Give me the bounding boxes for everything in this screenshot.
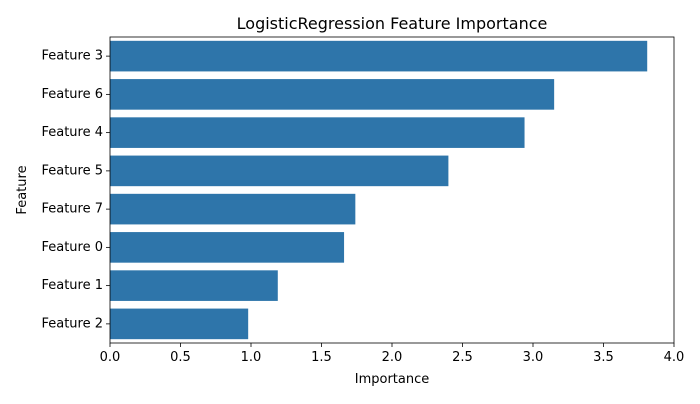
x-tick-label: 3.5	[593, 350, 614, 365]
y-tick-label: Feature 0	[41, 240, 103, 255]
bars-group	[110, 40, 648, 340]
bar	[110, 193, 356, 225]
x-axis-label: Importance	[355, 372, 430, 387]
x-tick-label: 0.0	[100, 350, 121, 365]
plot-frame	[109, 36, 675, 344]
x-tick-group: 0.0 0.5 1.0 1.5 2.0 2.5 3.0 3.5 4.0	[100, 343, 685, 365]
y-axis-label: Feature	[15, 165, 30, 214]
y-tick-label: Feature 7	[41, 202, 103, 217]
x-tick-label: 0.5	[170, 350, 191, 365]
chart-title: LogisticRegression Feature Importance	[237, 14, 548, 33]
bar	[110, 40, 648, 72]
bar	[110, 155, 449, 187]
x-tick-label: 3.0	[523, 350, 544, 365]
y-tick-label: Feature 2	[41, 316, 103, 331]
y-tick-label: Feature 3	[41, 49, 103, 64]
x-tick-label: 2.5	[452, 350, 473, 365]
bar	[110, 117, 525, 148]
y-tick-label: Feature 4	[41, 125, 103, 140]
x-tick-label: 1.5	[311, 350, 332, 365]
y-tick-group: Feature 3 Feature 6 Feature 4 Feature 5 Feat…	[41, 49, 110, 331]
bar	[110, 308, 249, 340]
x-tick-label: 1.0	[241, 350, 262, 365]
x-tick-label: 2.0	[382, 350, 403, 365]
y-tick-label: Feature 6	[41, 87, 103, 102]
bar	[110, 270, 278, 301]
x-tick-label: 4.0	[664, 350, 685, 365]
bar	[110, 79, 555, 110]
y-tick-label: Feature 5	[41, 163, 103, 178]
y-tick-label: Feature 1	[41, 278, 103, 293]
bar	[110, 232, 345, 263]
